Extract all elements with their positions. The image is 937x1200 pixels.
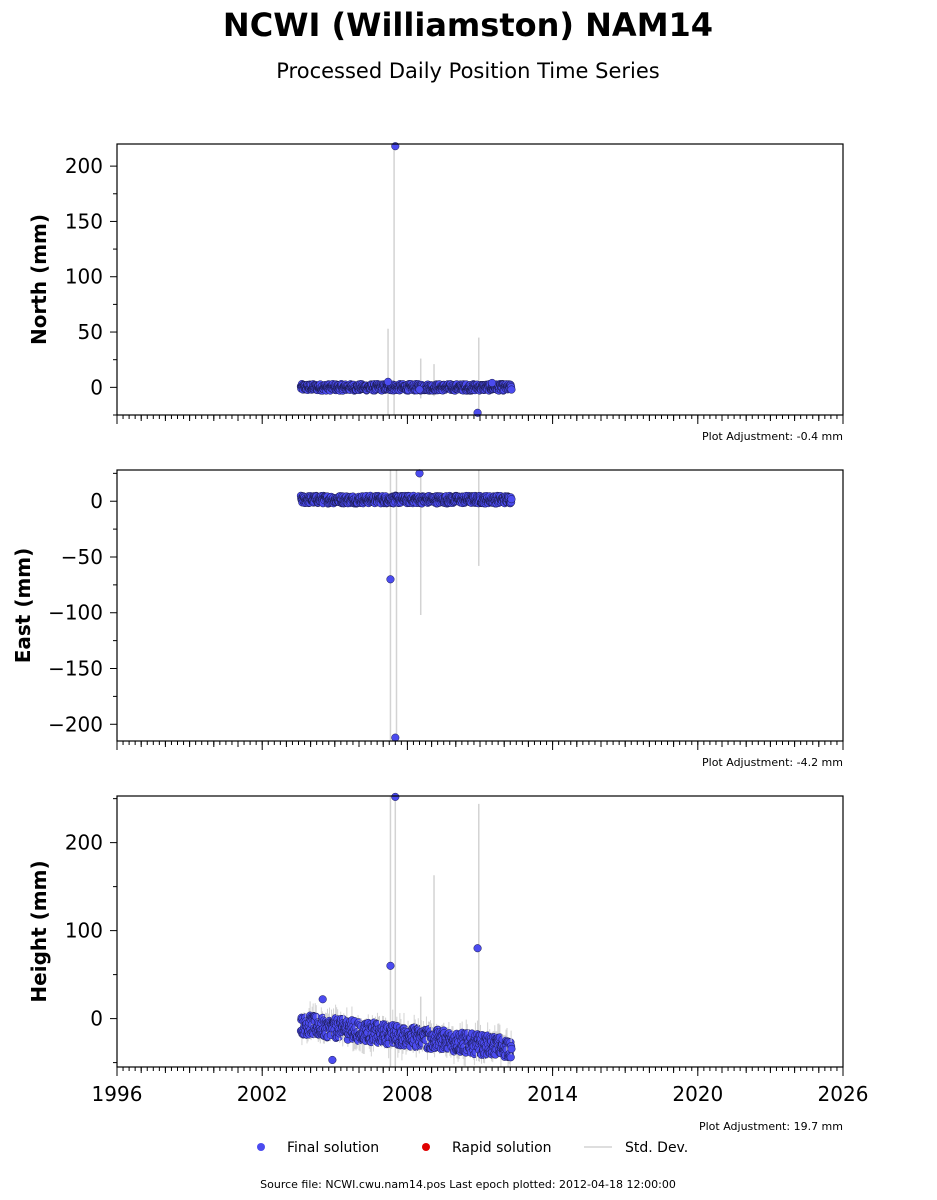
data-point [507, 1044, 516, 1053]
x-tick-label: 1996 [92, 1082, 143, 1106]
y-tick-label: 0 [90, 489, 103, 513]
data-point [473, 944, 482, 953]
y-axis-label: Height (mm) [27, 860, 51, 1002]
y-axis-label: East (mm) [11, 548, 35, 664]
plot-adjustment-note: Plot Adjustment: -4.2 mm [702, 756, 843, 769]
chart-title: NCWI (Williamston) NAM14 [223, 6, 713, 44]
y-tick-label: −150 [48, 657, 103, 681]
panel-1: 0 50 100 150 200 North (mm) Plot Adjustment: -… [27, 142, 844, 443]
data-point [318, 995, 327, 1004]
chart-subtitle: Processed Daily Position Time Series [276, 59, 660, 83]
data-point [383, 377, 393, 386]
plot-area [296, 470, 516, 741]
data-point [391, 792, 400, 801]
plot-adjustment-note: Plot Adjustment: 19.7 mm [699, 1120, 843, 1133]
legend-final-marker [257, 1143, 265, 1151]
plot-adjustment-note: Plot Adjustment: -0.4 mm [702, 430, 843, 443]
y-tick-label: 50 [78, 320, 103, 344]
data-point [415, 385, 424, 394]
panel-3: 0 100 200 1996 2002 2008 2014 2020 2026 Height (m… [27, 792, 869, 1133]
data-point [386, 575, 395, 584]
panel-2: 0 −50 −100 −150 −200 East (mm) Plot Adjustment… [11, 469, 844, 769]
y-tick-label: −100 [48, 601, 103, 625]
legend: Final solution Rapid solution Std. Dev. [257, 1140, 688, 1156]
plot-frame [116, 795, 844, 1068]
y-tick-label: 200 [65, 831, 103, 855]
y-tick-label: 0 [90, 375, 103, 399]
x-tick-label: 2008 [382, 1082, 433, 1106]
footer-source: Source file: NCWI.cwu.nam14.pos Last epo… [260, 1178, 676, 1191]
x-tick-label: 2014 [527, 1082, 578, 1106]
y-tick-label: 100 [65, 919, 103, 943]
legend-std-label: Std. Dev. [625, 1140, 688, 1156]
x-tick-label: 2026 [818, 1082, 869, 1106]
y-tick-label: −200 [48, 712, 103, 736]
plot-frame [116, 143, 844, 416]
plot-area [296, 145, 516, 415]
y-tick-label: 0 [90, 1007, 103, 1031]
data-point [391, 733, 400, 742]
y-axis-label: North (mm) [27, 214, 51, 345]
data-point [507, 385, 516, 394]
y-tick-label: 100 [65, 265, 103, 289]
y-tick-label: −50 [61, 545, 103, 569]
data-point [415, 469, 424, 478]
y-tick-label: 150 [65, 209, 103, 233]
legend-rapid-marker [422, 1143, 430, 1151]
data-point [386, 961, 395, 970]
x-tick-label: 2020 [672, 1082, 723, 1106]
y-tick-label: 200 [65, 154, 103, 178]
x-tick-label: 2002 [237, 1082, 288, 1106]
plot-frame [116, 469, 844, 742]
plot-area [296, 796, 516, 1067]
legend-rapid-label: Rapid solution [452, 1140, 552, 1156]
legend-final-label: Final solution [287, 1140, 379, 1156]
panels: 0 50 100 150 200 North (mm) Plot Adjustment: -… [11, 142, 868, 1133]
data-point [328, 1055, 337, 1065]
data-point [507, 495, 516, 504]
data-point [488, 378, 497, 387]
